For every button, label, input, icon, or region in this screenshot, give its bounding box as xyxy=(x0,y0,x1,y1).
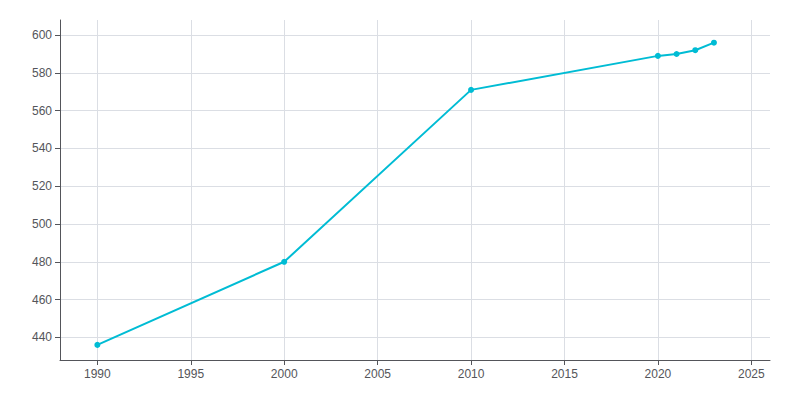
svg-text:2010: 2010 xyxy=(458,367,485,381)
svg-text:440: 440 xyxy=(32,330,52,344)
svg-text:2015: 2015 xyxy=(551,367,578,381)
svg-text:2005: 2005 xyxy=(364,367,391,381)
svg-text:600: 600 xyxy=(32,28,52,42)
svg-text:560: 560 xyxy=(32,104,52,118)
svg-text:540: 540 xyxy=(32,141,52,155)
svg-text:2025: 2025 xyxy=(738,367,765,381)
svg-text:500: 500 xyxy=(32,217,52,231)
svg-text:1990: 1990 xyxy=(84,367,111,381)
svg-text:1995: 1995 xyxy=(177,367,204,381)
svg-text:480: 480 xyxy=(32,255,52,269)
svg-text:2020: 2020 xyxy=(645,367,672,381)
svg-text:460: 460 xyxy=(32,293,52,307)
svg-text:580: 580 xyxy=(32,66,52,80)
svg-text:2000: 2000 xyxy=(271,367,298,381)
svg-text:520: 520 xyxy=(32,179,52,193)
